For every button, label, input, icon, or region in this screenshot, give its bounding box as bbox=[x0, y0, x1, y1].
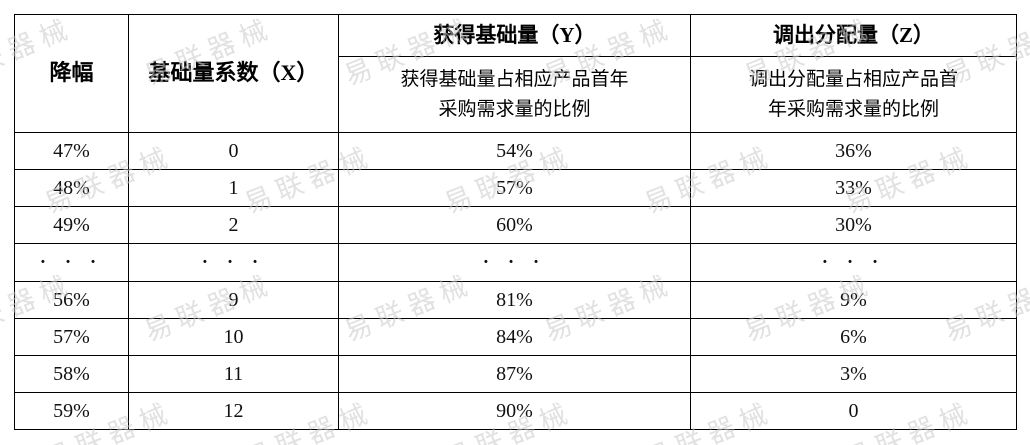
table-row: 58% 11 87% 3% bbox=[14, 355, 1017, 393]
cell-jiangfu: 58% bbox=[14, 355, 129, 393]
cell-base-coefficient: 0 bbox=[128, 132, 339, 170]
cell-obtained-base-volume: 54% bbox=[338, 132, 691, 170]
table-row: 49% 2 60% 30% bbox=[14, 206, 1017, 244]
table-container: 降幅 基础量系数（X） 获得基础量（Y） 调出分配量（Z） 获得基础量占相应产品… bbox=[14, 14, 1017, 430]
header-base-coefficient: 基础量系数（X） bbox=[128, 14, 339, 133]
ellipsis-marker: · · · bbox=[39, 252, 104, 273]
cell-obtained-base-volume: 81% bbox=[338, 281, 691, 319]
cell-obtained-base-volume: 60% bbox=[338, 206, 691, 244]
header-y-desc-line2: 采购需求量的比例 bbox=[438, 98, 591, 120]
header-obtained-base-volume: 获得基础量（Y） bbox=[338, 14, 691, 57]
cell-jiangfu: 57% bbox=[14, 318, 129, 356]
cell-transferred-allocation: 30% bbox=[690, 206, 1017, 244]
cell-jiangfu: 56% bbox=[14, 281, 129, 319]
cell-transferred-allocation: · · · bbox=[690, 243, 1017, 282]
ellipsis-marker: · · · bbox=[201, 252, 266, 273]
cell-jiangfu: · · · bbox=[14, 243, 129, 282]
table-row: 56% 9 81% 9% bbox=[14, 281, 1017, 319]
header-transferred-allocation: 调出分配量（Z） bbox=[690, 14, 1017, 57]
cell-obtained-base-volume: 87% bbox=[338, 355, 691, 393]
cell-jiangfu: 47% bbox=[14, 132, 129, 170]
cell-jiangfu: 49% bbox=[14, 206, 129, 244]
table-header: 降幅 基础量系数（X） 获得基础量（Y） 调出分配量（Z） 获得基础量占相应产品… bbox=[14, 14, 1017, 133]
header-z-desc-line2: 年采购需求量的比例 bbox=[767, 98, 939, 120]
ellipsis-marker: · · · bbox=[482, 252, 547, 273]
header-z-desc-line1: 调出分配量占相应产品首 bbox=[748, 69, 958, 91]
cell-base-coefficient: 11 bbox=[128, 355, 339, 393]
header-obtained-base-volume-desc: 获得基础量占相应产品首年 采购需求量的比例 bbox=[338, 56, 691, 133]
cell-obtained-base-volume: 90% bbox=[338, 392, 691, 430]
ellipsis-marker: · · · bbox=[821, 252, 886, 273]
base-volume-coefficient-table: 降幅 基础量系数（X） 获得基础量（Y） 调出分配量（Z） 获得基础量占相应产品… bbox=[14, 14, 1017, 430]
table-row: 47% 0 54% 36% bbox=[14, 132, 1017, 170]
cell-base-coefficient: 9 bbox=[128, 281, 339, 319]
cell-transferred-allocation: 33% bbox=[690, 169, 1017, 207]
header-y-desc-line1: 获得基础量占相应产品首年 bbox=[400, 69, 629, 91]
table-row: · · · · · · · · · · · · bbox=[14, 243, 1017, 282]
table-body: 47% 0 54% 36% 48% 1 57% 33% 49% 2 60% 30% · · · · · ·… bbox=[14, 132, 1017, 430]
cell-transferred-allocation: 9% bbox=[690, 281, 1017, 319]
cell-transferred-allocation: 6% bbox=[690, 318, 1017, 356]
table-row: 57% 10 84% 6% bbox=[14, 318, 1017, 356]
cell-obtained-base-volume: 84% bbox=[338, 318, 691, 356]
header-row-sub: 获得基础量占相应产品首年 采购需求量的比例 调出分配量占相应产品首 年采购需求量… bbox=[15, 56, 1017, 133]
cell-obtained-base-volume: 57% bbox=[338, 169, 691, 207]
header-jiangfu: 降幅 bbox=[14, 14, 129, 133]
cell-transferred-allocation: 0 bbox=[690, 392, 1017, 430]
cell-base-coefficient: 1 bbox=[128, 169, 339, 207]
header-row-main: 降幅 基础量系数（X） 获得基础量（Y） 调出分配量（Z） bbox=[14, 14, 1017, 133]
table-row: 48% 1 57% 33% bbox=[14, 169, 1017, 207]
cell-jiangfu: 59% bbox=[14, 392, 129, 430]
cell-base-coefficient: · · · bbox=[128, 243, 339, 282]
cell-transferred-allocation: 36% bbox=[690, 132, 1017, 170]
header-transferred-allocation-desc: 调出分配量占相应产品首 年采购需求量的比例 bbox=[690, 56, 1017, 133]
table-row: 59% 12 90% 0 bbox=[14, 392, 1017, 430]
cell-base-coefficient: 10 bbox=[128, 318, 339, 356]
cell-jiangfu: 48% bbox=[14, 169, 129, 207]
cell-obtained-base-volume: · · · bbox=[338, 243, 691, 282]
cell-transferred-allocation: 3% bbox=[690, 355, 1017, 393]
cell-base-coefficient: 2 bbox=[128, 206, 339, 244]
cell-base-coefficient: 12 bbox=[128, 392, 339, 430]
